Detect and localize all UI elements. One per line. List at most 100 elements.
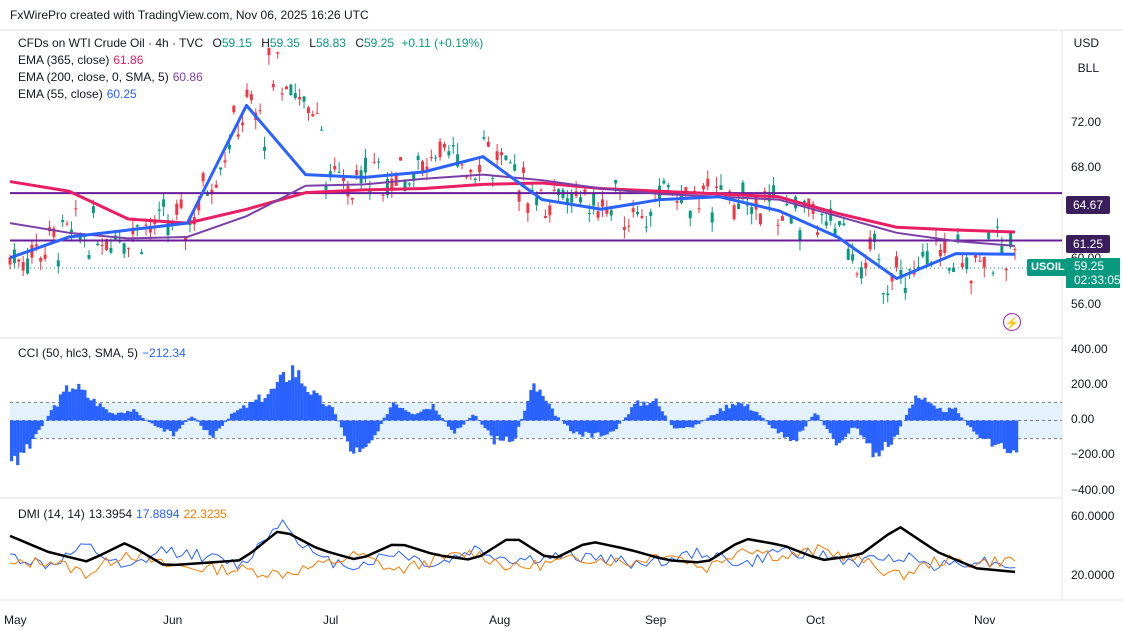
ema200-line: [9, 173, 1016, 247]
cci-bar: [498, 420, 502, 441]
candle-body: [447, 151, 451, 156]
cci-bar: [767, 420, 771, 425]
cci-bar: [807, 420, 811, 422]
candle-body: [938, 249, 942, 257]
candle-body: [504, 155, 508, 160]
candle-body: [438, 141, 442, 158]
candle-body: [579, 197, 583, 203]
cci-bar: [416, 413, 420, 421]
cci-bar: [486, 420, 490, 431]
cci-bar: [880, 420, 884, 451]
cci-bar: [382, 417, 386, 421]
cci-bar: [801, 420, 805, 431]
high-value: 59.35: [269, 36, 300, 50]
currency-label[interactable]: USD: [1073, 36, 1099, 50]
candle-body: [982, 257, 986, 268]
adx-value: 13.3954: [88, 507, 133, 521]
unit-label[interactable]: BLL: [1077, 61, 1099, 75]
candle-body: [706, 178, 710, 187]
symbol-line[interactable]: CFDs on WTI Crude Oil · 4h · TVC: [18, 36, 204, 50]
candle-body: [105, 239, 109, 251]
cci-bar: [327, 405, 331, 421]
cci-tick: −400.00: [1071, 483, 1115, 497]
open-label: O: [212, 36, 222, 50]
cci-bar: [636, 400, 640, 421]
cci-bar: [886, 420, 890, 447]
cci-bar: [764, 420, 768, 422]
cci-bar: [520, 419, 524, 421]
candle-body: [640, 215, 644, 218]
lightning-icon[interactable]: ⚡: [1003, 313, 1021, 331]
cci-bar: [211, 420, 215, 438]
cci-bar: [333, 414, 337, 421]
cci-bar: [1002, 420, 1006, 449]
cci-bar: [401, 407, 405, 421]
candle-body: [78, 236, 82, 242]
ema200-legend[interactable]: EMA (200, close, 0, SMA, 5) 60.86: [18, 69, 483, 86]
candle-body: [513, 164, 517, 171]
cci-bar: [868, 420, 872, 444]
candle-body: [337, 171, 341, 173]
cci-bar: [300, 383, 304, 421]
cci-bar: [74, 389, 78, 421]
ema365-label: EMA (365, close): [18, 53, 110, 67]
cci-bar: [492, 420, 496, 445]
candle-body: [758, 213, 762, 225]
cci-bar: [364, 420, 368, 447]
cci-bar: [987, 420, 991, 439]
cci-bar: [434, 410, 438, 421]
candle-body: [469, 169, 473, 173]
symbol-tag: USOIL: [1027, 259, 1069, 276]
candle-body: [715, 186, 719, 188]
cci-bar: [507, 420, 512, 442]
candle-body: [526, 203, 530, 213]
candle-body: [644, 226, 648, 228]
cci-bar: [501, 420, 506, 441]
candle-body: [500, 152, 504, 156]
x-tick: Aug: [489, 613, 511, 627]
close-value: 59.25: [364, 36, 395, 50]
cci-bar: [284, 381, 289, 421]
cci-bar: [184, 420, 188, 423]
dmi-legend[interactable]: DMI (14, 14) 13.3954 17.8894 22.3235: [18, 506, 227, 523]
cci-bar: [199, 420, 203, 426]
cci-bar: [193, 418, 197, 421]
cci-bar: [19, 420, 23, 453]
chart-credit: FxWirePro created with TradingView.com, …: [10, 8, 369, 22]
candle-body: [798, 230, 802, 242]
cci-bar: [770, 420, 774, 429]
candle-body: [311, 114, 315, 117]
cci-bar: [691, 420, 695, 428]
cci-tick: 200.00: [1071, 377, 1108, 391]
cci-bar: [229, 413, 234, 421]
cci-bar: [504, 420, 509, 437]
cci-bar: [303, 386, 307, 421]
ema365-legend[interactable]: EMA (365, close) 61.86: [18, 52, 483, 69]
cci-bar: [623, 417, 628, 421]
candle-body: [478, 164, 482, 173]
cci-bar: [419, 411, 423, 421]
candle-body: [451, 144, 455, 147]
cci-bar: [657, 406, 661, 421]
cci-bar: [355, 420, 359, 448]
plus-di-line: [9, 519, 1016, 572]
cci-bar: [318, 395, 322, 421]
candle-body: [122, 243, 126, 254]
plus-di-value: 17.8894: [136, 507, 180, 521]
candle-body: [754, 195, 758, 210]
cci-bar: [953, 407, 958, 421]
cci-bar: [999, 420, 1003, 443]
cci-bar: [553, 415, 557, 421]
cci-bar: [938, 407, 942, 421]
cci-bar: [575, 420, 579, 432]
ema55-legend[interactable]: EMA (55, close) 60.25: [18, 86, 483, 103]
cci-bar: [898, 420, 903, 427]
candle-body: [789, 216, 793, 224]
cci-bar: [569, 420, 573, 432]
cci-bar: [388, 407, 392, 421]
candle-body: [903, 287, 907, 294]
cci-bar: [694, 420, 698, 425]
cci-bar: [376, 420, 380, 432]
cci-legend[interactable]: CCI (50, hlc3, SMA, 5) −212.34: [18, 345, 186, 362]
